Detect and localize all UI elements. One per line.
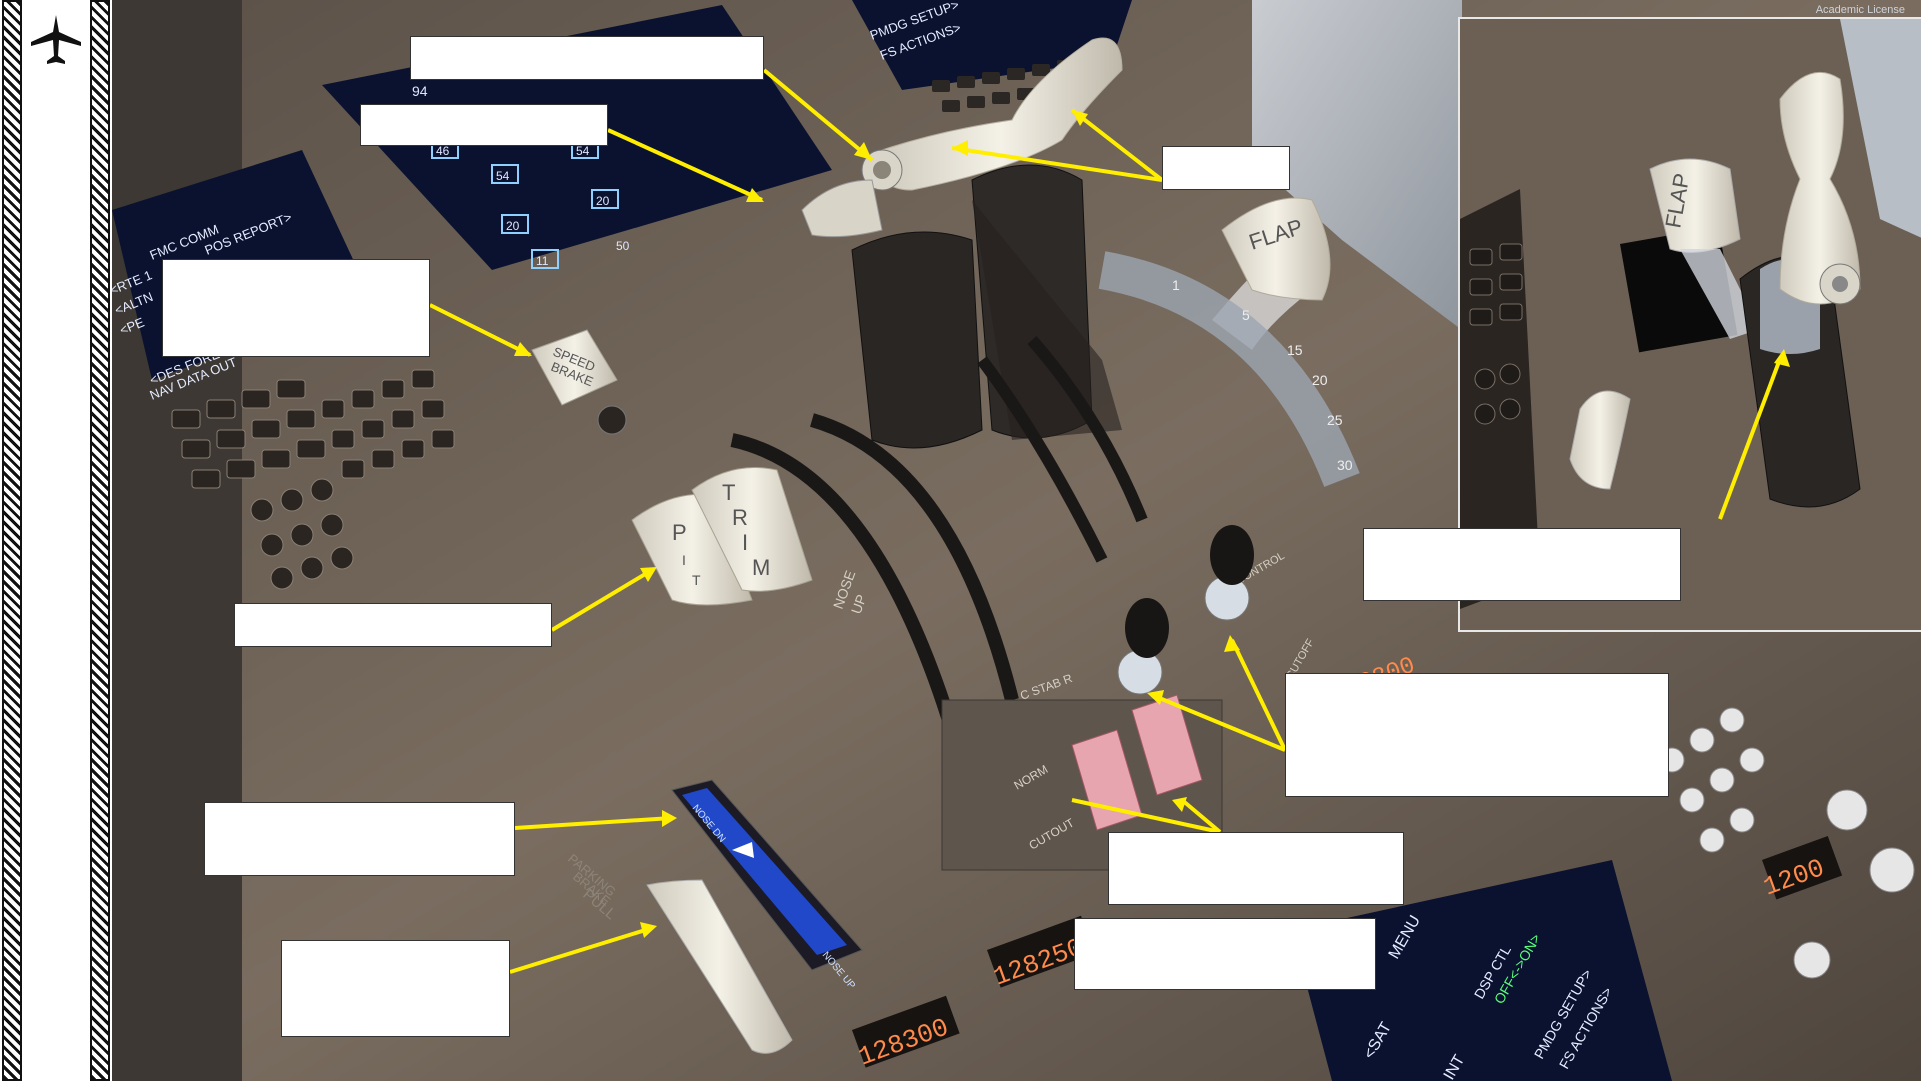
callout-box-10 [1074,918,1376,990]
left-shadow-panel [112,0,242,1081]
sidebar [0,0,112,1081]
lower-display-screen [1292,860,1672,1081]
callout-box-3 [1162,146,1290,190]
callout-arrows [429,68,1287,974]
pitch-trim-text: R [732,505,748,530]
speed-brake-lever-illustration: SPEED BRAKE [531,329,627,435]
license-credit: Academic License [1815,4,1905,16]
flap-scale-mark: 30 [1337,457,1353,473]
eicas-value: 54 [496,169,510,183]
thrust-levers-illustration [801,37,1123,449]
callout-box-7 [281,940,510,1037]
callout-box-2 [360,104,608,146]
pitch-trim-switches-illustration: P I T T R I M [631,467,813,606]
flap-scale-mark: 5 [1242,307,1250,323]
eicas-value: 50 [616,239,630,253]
flap-scale-mark: 20 [1312,372,1328,388]
callout-box-6 [204,802,515,876]
airplane-icon [31,15,81,64]
trim-tracks [730,336,1148,733]
eicas-value: 46 [436,144,450,158]
flap-scale-mark: 15 [1287,342,1303,358]
cockpit-scene: 94 46 54 54 20 20 50 11 PMDG SETUP> FS A… [112,0,1921,1081]
flap-scale-mark: 1 [1172,277,1180,293]
hatched-border-left [2,0,22,1081]
eicas-value: 94 [412,83,428,99]
side-console-silver [1252,0,1462,330]
pitch-trim-text: P [672,520,687,545]
callout-box-8 [1285,673,1669,797]
eicas-value: 54 [576,144,590,158]
pitch-trim-text: T [692,572,701,588]
callout-box-9 [1108,832,1404,905]
pitch-trim-text: M [752,555,770,580]
callout-box-1 [410,36,764,80]
flap-scale-arc: 1 5 15 20 25 30 [1098,251,1360,487]
eicas-value: 20 [506,219,520,233]
stab-trim-indicator-illustration: NOSE DN NOSE UP [671,779,863,992]
nose-up-label: UP [848,592,870,616]
callout-box-11 [1363,528,1681,601]
flap-scale-mark: 25 [1327,412,1343,428]
fmc-keypad [171,369,455,590]
hatched-border-right [90,0,110,1081]
callout-box-4 [162,259,430,357]
pitch-trim-text: T [722,480,735,505]
pitch-trim-text: I [682,552,686,568]
right-panel-knobs [1659,707,1915,979]
callout-box-5 [234,603,552,647]
cdu-screen-upper [852,0,1132,90]
pitch-trim-text: I [742,530,748,555]
eicas-value: 11 [536,254,549,268]
eicas-value: 20 [596,194,610,208]
